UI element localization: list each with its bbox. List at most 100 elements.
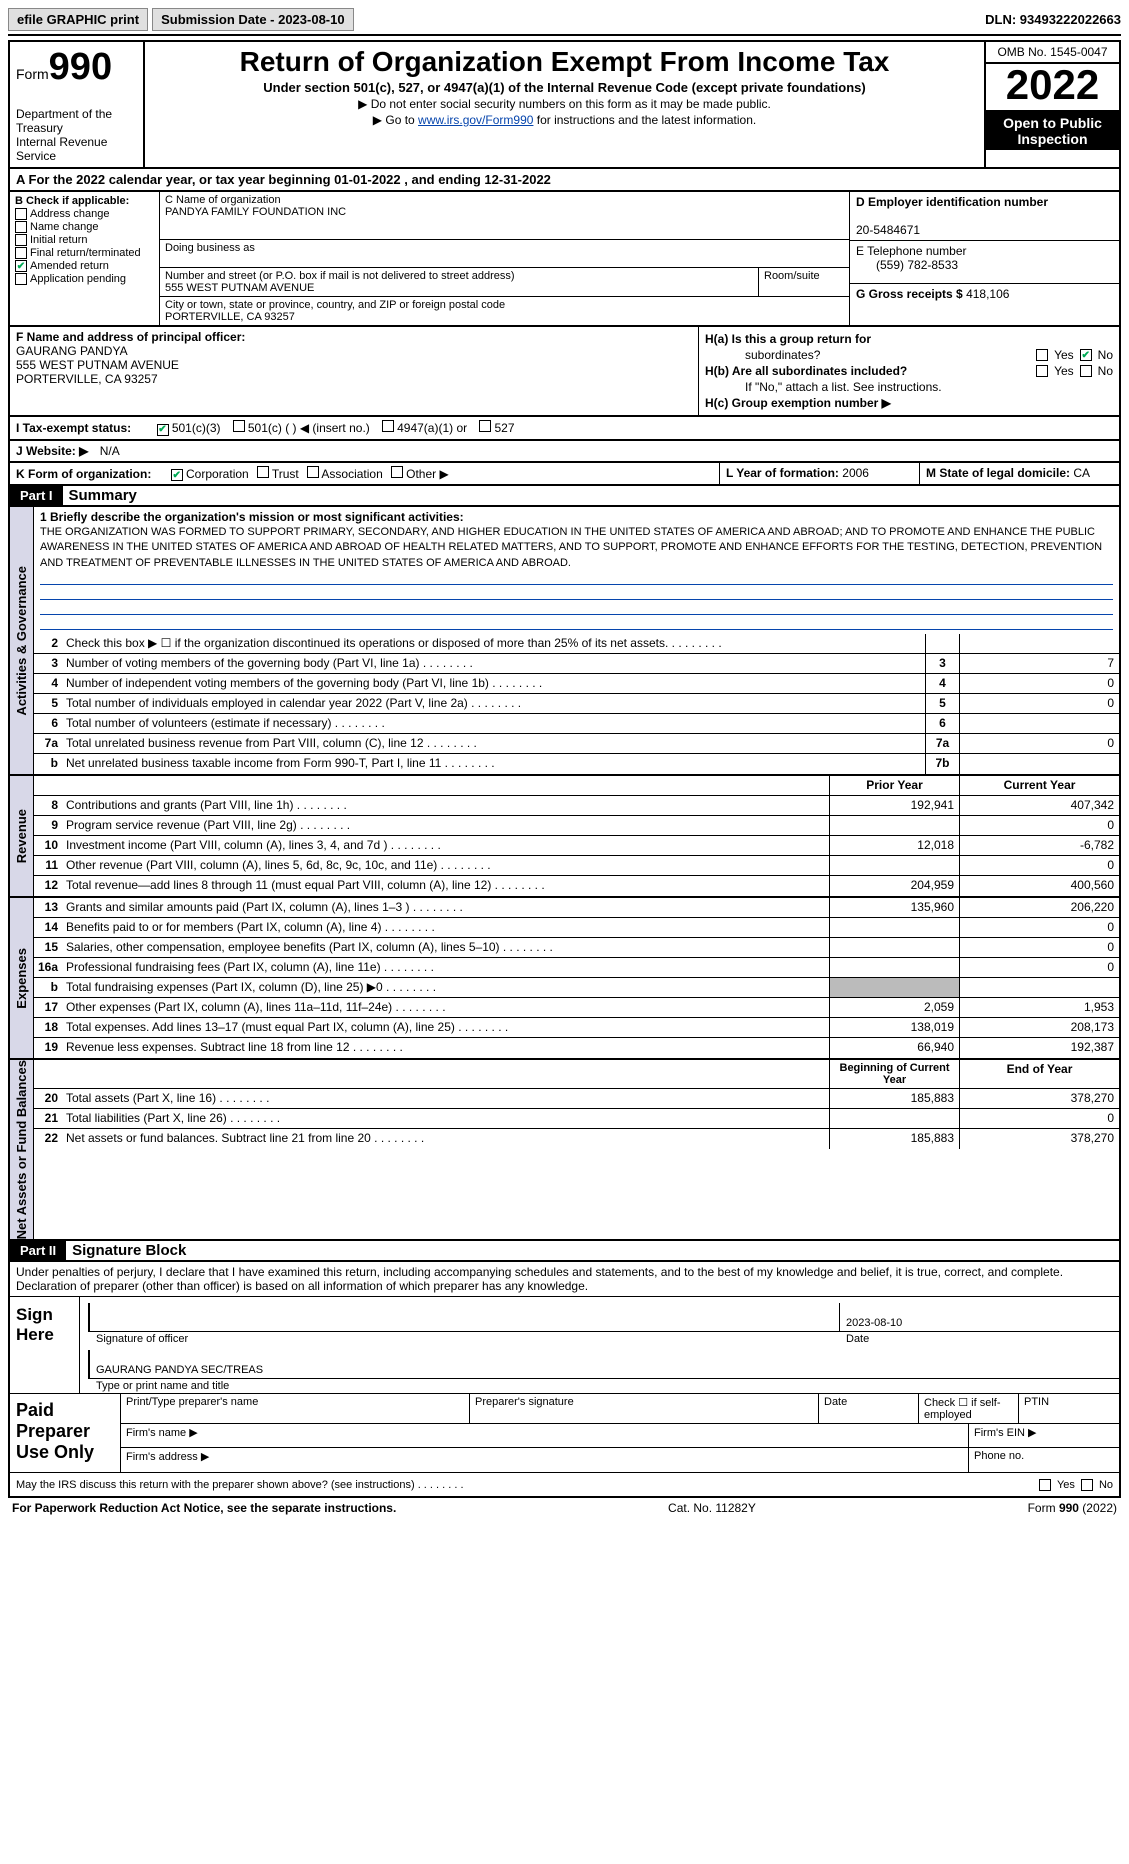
col-c: C Name of organization PANDYA FAMILY FOU… <box>160 192 849 325</box>
line-text: Net assets or fund balances. Subtract li… <box>62 1129 829 1149</box>
col-b: B Check if applicable: Address changeNam… <box>10 192 160 325</box>
col-b-checkbox[interactable] <box>15 273 27 285</box>
tax-status-checkbox[interactable] <box>233 420 245 432</box>
summary-line: bTotal fundraising expenses (Part IX, co… <box>34 978 1119 998</box>
row-j: J Website: ▶ N/A <box>8 441 1121 463</box>
line-prior: 185,883 <box>829 1129 959 1149</box>
mission-block: 1 Briefly describe the organization's mi… <box>34 507 1119 634</box>
col-b-checkbox[interactable] <box>15 221 27 233</box>
line-text: Total assets (Part X, line 16) <box>62 1089 829 1108</box>
gross-block: G Gross receipts $ 418,106 <box>850 284 1119 326</box>
paid-header-cell: Print/Type preparer's name <box>121 1394 470 1423</box>
discuss-yes-checkbox[interactable] <box>1039 1479 1051 1491</box>
line-number: 6 <box>34 714 62 733</box>
officer-signature-field[interactable]: Signature of officer <box>90 1303 839 1331</box>
line-text: Investment income (Part VIII, column (A)… <box>62 836 829 855</box>
submission-date-button[interactable]: Submission Date - 2023-08-10 <box>152 8 354 31</box>
line-current: 206,220 <box>959 898 1119 917</box>
summary-line: 18Total expenses. Add lines 13–17 (must … <box>34 1018 1119 1038</box>
goto-pre: ▶ Go to <box>373 113 418 127</box>
summary-line: 14Benefits paid to or for members (Part … <box>34 918 1119 938</box>
form-org-option: Other ▶ <box>403 467 449 481</box>
line-number: 20 <box>34 1089 62 1108</box>
line-current: 378,270 <box>959 1089 1119 1108</box>
line-text: Number of voting members of the governin… <box>62 654 925 673</box>
firm-ein-field: Firm's EIN ▶ <box>969 1424 1119 1447</box>
tax-status-checkbox[interactable] <box>479 420 491 432</box>
col-b-item-label: Final return/terminated <box>30 247 141 259</box>
irs-link[interactable]: www.irs.gov/Form990 <box>418 113 533 127</box>
room-block: Room/suite <box>759 268 849 296</box>
form-org-checkbox[interactable] <box>307 466 319 478</box>
sig-intro: Under penalties of perjury, I declare th… <box>10 1262 1119 1296</box>
col-b-item: Name change <box>15 221 154 233</box>
phone-block: E Telephone number (559) 782-8533 <box>850 241 1119 284</box>
line-current: 0 <box>959 918 1119 937</box>
summary-line: 6Total number of volunteers (estimate if… <box>34 714 1119 734</box>
line-value: 0 <box>959 674 1119 693</box>
line-number: 5 <box>34 694 62 713</box>
line-prior: 66,940 <box>829 1038 959 1058</box>
form-org-label: K Form of organization: <box>16 467 151 481</box>
line-current: 192,387 <box>959 1038 1119 1058</box>
officer-name: GAURANG PANDYA <box>16 344 128 358</box>
sig-intro-text: Under penalties of perjury, I declare th… <box>16 1265 1063 1293</box>
hb-yes-checkbox[interactable] <box>1036 365 1048 377</box>
form-org-checkbox[interactable] <box>391 466 403 478</box>
city-block: City or town, state or province, country… <box>160 297 849 325</box>
ha-yes-checkbox[interactable] <box>1036 349 1048 361</box>
main-grid: B Check if applicable: Address changeNam… <box>8 192 1121 327</box>
officer-addr2: PORTERVILLE, CA 93257 <box>16 372 158 386</box>
org-name-label: C Name of organization <box>165 194 281 206</box>
header-mid: Return of Organization Exempt From Incom… <box>145 42 984 167</box>
mission-underline <box>40 571 1113 585</box>
beginning-year-hdr: Beginning of Current Year <box>829 1060 959 1088</box>
line-number: 8 <box>34 796 62 815</box>
efile-print-button[interactable]: efile GRAPHIC print <box>8 8 148 31</box>
line-value <box>959 714 1119 733</box>
year-formation-label: L Year of formation: <box>726 466 839 480</box>
form-org-option: Trust <box>269 467 299 481</box>
officer-addr1: 555 WEST PUTNAM AVENUE <box>16 358 179 372</box>
line-prior <box>829 958 959 977</box>
ha-no-checkbox[interactable] <box>1080 349 1092 361</box>
col-b-checkbox[interactable] <box>15 234 27 246</box>
col-b-item: Amended return <box>15 260 154 272</box>
line-current <box>959 978 1119 997</box>
line-text: Total number of individuals employed in … <box>62 694 925 713</box>
col-b-checkbox[interactable] <box>15 247 27 259</box>
discuss-no-checkbox[interactable] <box>1081 1479 1093 1491</box>
col-b-item: Application pending <box>15 273 154 285</box>
line-number: 21 <box>34 1109 62 1128</box>
hb-yes-label: Yes <box>1054 364 1074 378</box>
line-text: Total unrelated business revenue from Pa… <box>62 734 925 753</box>
hb-no-checkbox[interactable] <box>1080 365 1092 377</box>
summary-line: 8Contributions and grants (Part VIII, li… <box>34 796 1119 816</box>
officer-name-field: GAURANG PANDYA SEC/TREAS Type or print n… <box>90 1350 1119 1378</box>
vtab-revenue: Revenue <box>10 776 34 896</box>
city-label: City or town, state or province, country… <box>165 299 505 311</box>
line-text: Benefits paid to or for members (Part IX… <box>62 918 829 937</box>
line-number: 9 <box>34 816 62 835</box>
line-current: -6,782 <box>959 836 1119 855</box>
line-box: 7b <box>925 754 959 774</box>
line-number: 2 <box>34 634 62 653</box>
summary-line: 7aTotal unrelated business revenue from … <box>34 734 1119 754</box>
ha-yes-label: Yes <box>1054 348 1074 362</box>
ha-label: H(a) Is this a group return for <box>705 332 871 346</box>
col-b-label: B Check if applicable: <box>15 195 154 207</box>
line-prior: 135,960 <box>829 898 959 917</box>
sig-date-value: 2023-08-10 <box>846 1317 902 1329</box>
form-org-checkbox[interactable] <box>171 469 183 481</box>
line-prior <box>829 1109 959 1128</box>
current-year-hdr: Current Year <box>959 776 1119 795</box>
form-org-checkbox[interactable] <box>257 466 269 478</box>
tax-status-checkbox[interactable] <box>157 424 169 436</box>
tax-status-checkbox[interactable] <box>382 420 394 432</box>
col-b-checkbox[interactable] <box>15 208 27 220</box>
col-b-checkbox[interactable] <box>15 260 27 272</box>
form-subtitle: Under section 501(c), 527, or 4947(a)(1)… <box>151 80 978 95</box>
col-de: D Employer identification number 20-5484… <box>849 192 1119 325</box>
ein-block: D Employer identification number 20-5484… <box>850 192 1119 241</box>
line-text: Check this box ▶ ☐ if the organization d… <box>62 634 925 653</box>
